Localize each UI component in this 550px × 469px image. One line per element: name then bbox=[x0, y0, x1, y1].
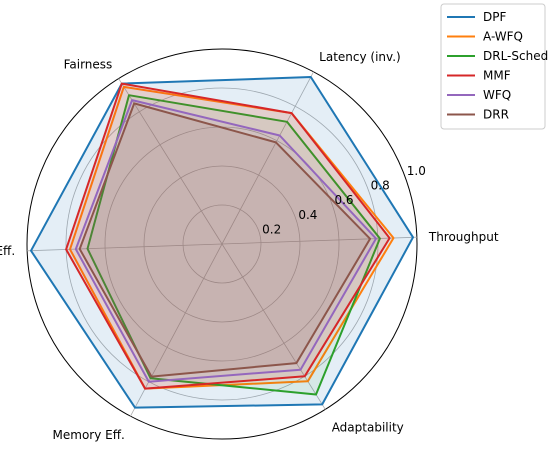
series-line-drr bbox=[78, 102, 372, 378]
grid-circle bbox=[182, 204, 262, 284]
grid-spoke bbox=[221, 71, 314, 245]
chart-legend: DPF A-WFQ DRL-Sched MMF WFQ DRR bbox=[440, 3, 548, 130]
grid-spoke bbox=[130, 243, 223, 417]
legend-label: DRR bbox=[483, 108, 509, 122]
series-line-mmf bbox=[65, 82, 391, 390]
radar-series bbox=[30, 76, 414, 409]
legend-label: WFQ bbox=[483, 88, 511, 102]
axis-label: Fairness bbox=[64, 57, 113, 71]
grid-spoke bbox=[118, 78, 223, 245]
legend-label: MMF bbox=[483, 69, 511, 83]
grid-spoke bbox=[27, 243, 223, 252]
series-line-wfq bbox=[74, 99, 377, 383]
grid-circle bbox=[143, 165, 301, 323]
radial-tick-label: 1.0 bbox=[407, 164, 426, 178]
axis-label: Throughput bbox=[428, 230, 499, 244]
series-fill-a-wfq bbox=[70, 86, 394, 389]
radial-tick-label: 0.6 bbox=[334, 193, 353, 207]
axis-label: Memory Eff. bbox=[53, 428, 125, 442]
outer-circle bbox=[26, 48, 418, 440]
radar-labels: 0.2 0.4 0.6 0.8 1.0 Throughput Latency (inv.) F… bbox=[0, 50, 499, 442]
series-fill-drl-sched bbox=[87, 95, 380, 395]
axis-label: Latency (inv.) bbox=[319, 50, 401, 64]
series-line-drl-sched bbox=[86, 94, 381, 396]
legend-label: DRL-Sched bbox=[483, 49, 548, 63]
axis-label: Adaptability bbox=[332, 421, 404, 435]
series-fill-mmf bbox=[66, 83, 390, 389]
radial-tick-label: 0.8 bbox=[371, 179, 390, 193]
legend-label: A-WFQ bbox=[483, 30, 523, 44]
legend-label: DPF bbox=[483, 10, 506, 24]
axis-label: CPU Eff. bbox=[0, 244, 15, 258]
series-line-dpf bbox=[30, 76, 414, 409]
radial-tick-label: 0.4 bbox=[298, 208, 317, 222]
radial-tick-label: 0.2 bbox=[262, 222, 281, 236]
grid-spoke bbox=[221, 236, 417, 245]
series-fill-wfq bbox=[75, 100, 377, 382]
series-fill-drr bbox=[79, 103, 371, 377]
legend-frame bbox=[440, 3, 546, 130]
